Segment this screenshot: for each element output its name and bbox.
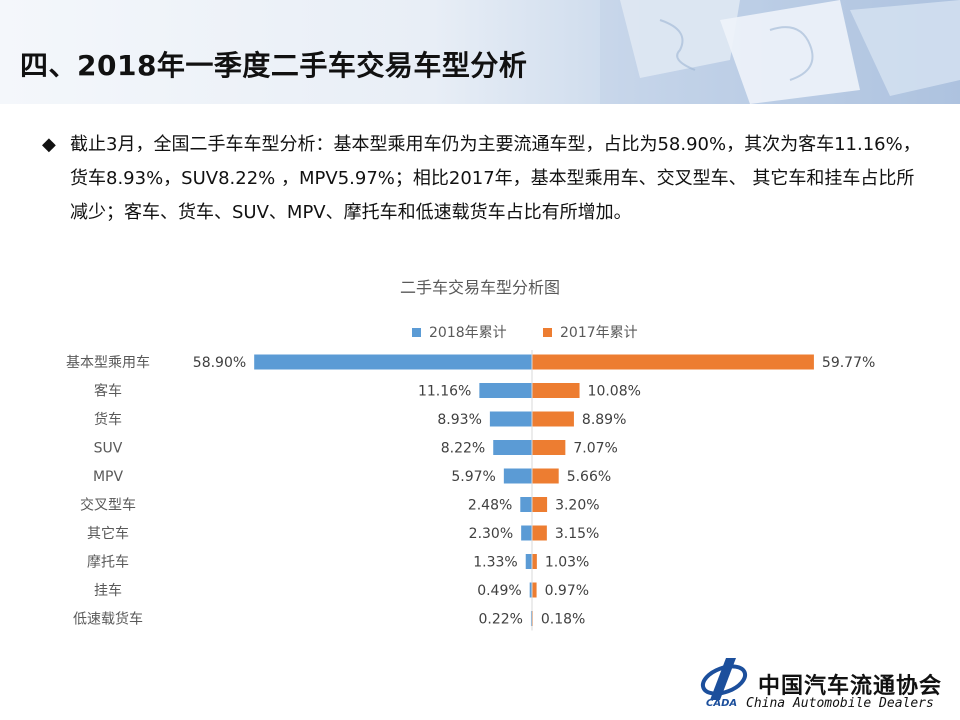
chart-title: 二手车交易车型分析图 (399, 278, 560, 297)
data-label-2017: 3.20% (555, 498, 599, 514)
bar-2017 (532, 497, 548, 512)
data-label-2018: 8.93% (437, 412, 481, 428)
data-label-2017: 7.07% (573, 441, 617, 457)
bar-2018 (530, 611, 532, 626)
bar-2018 (503, 468, 532, 484)
bar-2018 (525, 554, 532, 569)
category-label: 货车 (94, 411, 122, 428)
bar-2017 (532, 525, 547, 541)
category-label: MPV (93, 469, 124, 485)
legend-swatch-2017 (543, 327, 552, 337)
bar-2018 (521, 525, 532, 541)
chart-legend: 2018年累计 2017年累计 (0, 322, 960, 342)
data-label-2018: 2.48% (468, 498, 512, 514)
summary-paragraph: ◆ 截止3月，全国二手车车型分析：基本型乘用车仍为主要流通车型，占比为58.90… (42, 128, 922, 230)
bar-2018 (520, 497, 532, 512)
data-label-2018: 1.33% (473, 555, 517, 571)
bar-2017 (532, 354, 814, 370)
bar-2018 (493, 440, 532, 455)
bar-2018 (529, 582, 532, 598)
data-label-2017: 0.18% (541, 612, 585, 628)
bar-2018 (254, 354, 532, 370)
bar-2017 (532, 468, 559, 484)
data-label-2017: 8.89% (582, 412, 626, 428)
category-label: 基本型乘用车 (66, 354, 150, 371)
logo-abbreviation: CADA (706, 698, 738, 709)
data-label-2018: 58.90% (193, 355, 246, 371)
category-label: 低速载货车 (73, 611, 143, 628)
data-label-2018: 11.16% (418, 384, 471, 400)
summary-text: 截止3月，全国二手车车型分析：基本型乘用车仍为主要流通车型，占比为58.90%，… (70, 134, 921, 223)
data-label-2017: 1.03% (545, 555, 589, 571)
bar-2017 (532, 554, 537, 569)
footer-logo: CADA 中国汽车流通协会 China Automobile Dealers (696, 654, 956, 714)
bar-2018 (479, 383, 532, 398)
diamond-bullet-icon: ◆ (42, 134, 56, 155)
bar-2017 (532, 582, 537, 598)
header-banner: 四、2018年一季度二手车交易车型分析 (0, 0, 960, 104)
data-label-2018: 2.30% (469, 526, 513, 542)
data-label-2018: 0.22% (478, 612, 522, 628)
category-label: 摩托车 (87, 554, 129, 571)
diverging-bar-chart: 基本型乘用车 58.90% 59.77% 客车 11.16% 10.08% 货车 8.93% 8… (66, 350, 875, 631)
category-label: SUV (94, 441, 123, 457)
data-label-2018: 0.49% (477, 583, 521, 599)
legend-label-2018: 2018年累计 (429, 325, 507, 341)
category-label: 挂车 (94, 582, 122, 599)
legend-label-2017: 2017年累计 (560, 325, 638, 341)
data-label-2017: 5.66% (567, 469, 611, 485)
data-label-2018: 8.22% (441, 441, 485, 457)
bar-2017 (532, 440, 566, 455)
category-label: 客车 (94, 383, 122, 400)
data-label-2017: 3.15% (555, 526, 599, 542)
category-label: 交叉型车 (80, 497, 136, 514)
data-label-2017: 59.77% (822, 355, 875, 371)
bar-2017 (532, 411, 574, 427)
bar-2018 (489, 411, 532, 427)
category-label: 其它车 (87, 525, 129, 542)
legend-item-2018: 2018年累计 (412, 322, 507, 342)
data-label-2017: 0.97% (545, 583, 589, 599)
bar-2017 (532, 383, 580, 398)
page-title: 四、2018年一季度二手车交易车型分析 (20, 49, 528, 82)
legend-item-2017: 2017年累计 (543, 322, 638, 342)
organization-name-en: China Automobile Dealers (746, 696, 934, 711)
organization-name-cn: 中国汽车流通协会 (758, 673, 943, 699)
header-decoration-image (600, 0, 960, 104)
data-label-2018: 5.97% (451, 469, 495, 485)
cada-emblem-icon (700, 658, 748, 700)
data-label-2017: 10.08% (588, 384, 641, 400)
legend-swatch-2018 (412, 327, 421, 337)
